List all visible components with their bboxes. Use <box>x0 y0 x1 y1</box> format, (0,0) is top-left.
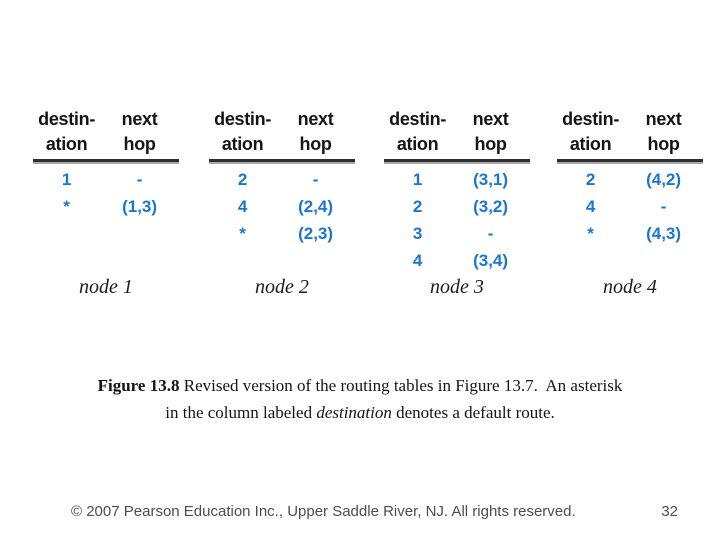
table-body: 2 - 4 (2,4) * (2,3) <box>209 166 355 247</box>
table-header: destin-ation next hop <box>384 107 530 157</box>
next-hop-header-line1: next <box>645 109 682 129</box>
next-hop-header-line2: hop <box>647 134 680 154</box>
destination-cell: 1 <box>61 170 72 189</box>
table-row: 4 - <box>557 193 703 220</box>
page-number: 32 <box>661 503 678 520</box>
destination-header-line2: ation <box>396 134 439 154</box>
next-hop-header-line2: hop <box>299 134 332 154</box>
header-rule <box>209 159 355 162</box>
table-body: 1 - * (1,3) <box>33 166 179 220</box>
destination-header-line2: ation <box>45 134 88 154</box>
table-row: * (4,3) <box>557 220 703 247</box>
table-row: * (1,3) <box>33 193 179 220</box>
next-hop-column-header: next hop <box>624 107 703 157</box>
node-label: node 1 <box>79 276 133 298</box>
caption-line2-post: denotes a default route. <box>391 403 555 422</box>
destination-cell: 2 <box>237 170 248 189</box>
next-hop-cell: (3,1) <box>473 170 509 189</box>
table-row: 2 (4,2) <box>557 166 703 193</box>
destination-header-line1: destin- <box>214 109 272 129</box>
next-hop-cell: (1,3) <box>122 197 158 216</box>
destination-header-line2: ation <box>569 134 612 154</box>
table-row: 4 (2,4) <box>209 193 355 220</box>
next-hop-header-line1: next <box>121 109 158 129</box>
next-hop-cell: (4,2) <box>646 170 682 189</box>
routing-table-node-2: destin-ation next hop 2 - 4 (2,4) * (2,3)… <box>209 107 355 317</box>
destination-cell: 1 <box>412 170 423 189</box>
table-row: 2 - <box>209 166 355 193</box>
table-row: 1 (3,1) <box>384 166 530 193</box>
destination-cell: * <box>63 197 70 216</box>
next-hop-cell: - <box>312 170 319 189</box>
destination-cell: 4 <box>412 251 423 270</box>
table-header: destin-ation next hop <box>557 107 703 157</box>
destination-header-line2: ation <box>221 134 264 154</box>
destination-cell: 2 <box>585 170 596 189</box>
node-label: node 4 <box>603 276 657 298</box>
table-row: 1 - <box>33 166 179 193</box>
next-hop-header-line2: hop <box>123 134 156 154</box>
next-hop-header-line1: next <box>297 109 334 129</box>
table-header: destin-ation next hop <box>33 107 179 157</box>
header-rule <box>33 159 179 162</box>
table-row: * (2,3) <box>209 220 355 247</box>
destination-header-line1: destin- <box>38 109 96 129</box>
header-rule <box>384 159 530 162</box>
next-hop-header-line1: next <box>472 109 509 129</box>
next-hop-cell: (2,3) <box>298 224 334 243</box>
table-body: 2 (4,2) 4 - * (4,3) <box>557 166 703 247</box>
node-label: node 3 <box>430 276 484 298</box>
destination-cell: * <box>239 224 246 243</box>
table-header: destin-ation next hop <box>209 107 355 157</box>
table-row: 4 (3,4) <box>384 247 530 274</box>
destination-cell: 4 <box>585 197 596 216</box>
table-body: 1 (3,1) 2 (3,2) 3 - 4 (3,4) <box>384 166 530 274</box>
destination-column-header: destin-ation <box>384 107 451 157</box>
next-hop-cell: - <box>660 197 667 216</box>
next-hop-cell: - <box>136 170 143 189</box>
destination-column-header: destin-ation <box>33 107 100 157</box>
next-hop-column-header: next hop <box>451 107 530 157</box>
routing-table-node-4: destin-ation next hop 2 (4,2) 4 - * (4,3)… <box>557 107 703 317</box>
routing-table-node-1: destin-ation next hop 1 - * (1,3) node 1 <box>33 107 179 317</box>
destination-header-line1: destin- <box>389 109 447 129</box>
figure-number-label: Figure 13.8 <box>97 376 180 395</box>
caption-destination-term: destination <box>316 403 392 422</box>
destination-cell: 2 <box>412 197 423 216</box>
next-hop-column-header: next hop <box>276 107 355 157</box>
next-hop-cell: - <box>487 224 494 243</box>
destination-cell: * <box>587 224 594 243</box>
table-row: 2 (3,2) <box>384 193 530 220</box>
next-hop-cell: (2,4) <box>298 197 334 216</box>
copyright-text: © 2007 Pearson Education Inc., Upper Sad… <box>71 503 576 520</box>
destination-column-header: destin-ation <box>209 107 276 157</box>
next-hop-cell: (3,4) <box>473 251 509 270</box>
node-label: node 2 <box>255 276 309 298</box>
routing-table-node-3: destin-ation next hop 1 (3,1) 2 (3,2) 3 -… <box>384 107 530 317</box>
destination-column-header: destin-ation <box>557 107 624 157</box>
next-hop-header-line2: hop <box>474 134 507 154</box>
header-rule <box>557 159 703 162</box>
next-hop-cell: (3,2) <box>473 197 509 216</box>
figure-caption: Figure 13.8 Revised version of the routi… <box>0 372 720 426</box>
destination-cell: 4 <box>237 197 248 216</box>
caption-line1-text: Revised version of the routing tables in… <box>179 376 623 395</box>
next-hop-column-header: next hop <box>100 107 179 157</box>
destination-cell: 3 <box>412 224 423 243</box>
caption-line2-pre: in the column labeled <box>165 403 317 422</box>
next-hop-cell: (4,3) <box>646 224 682 243</box>
destination-header-line1: destin- <box>562 109 620 129</box>
table-row: 3 - <box>384 220 530 247</box>
